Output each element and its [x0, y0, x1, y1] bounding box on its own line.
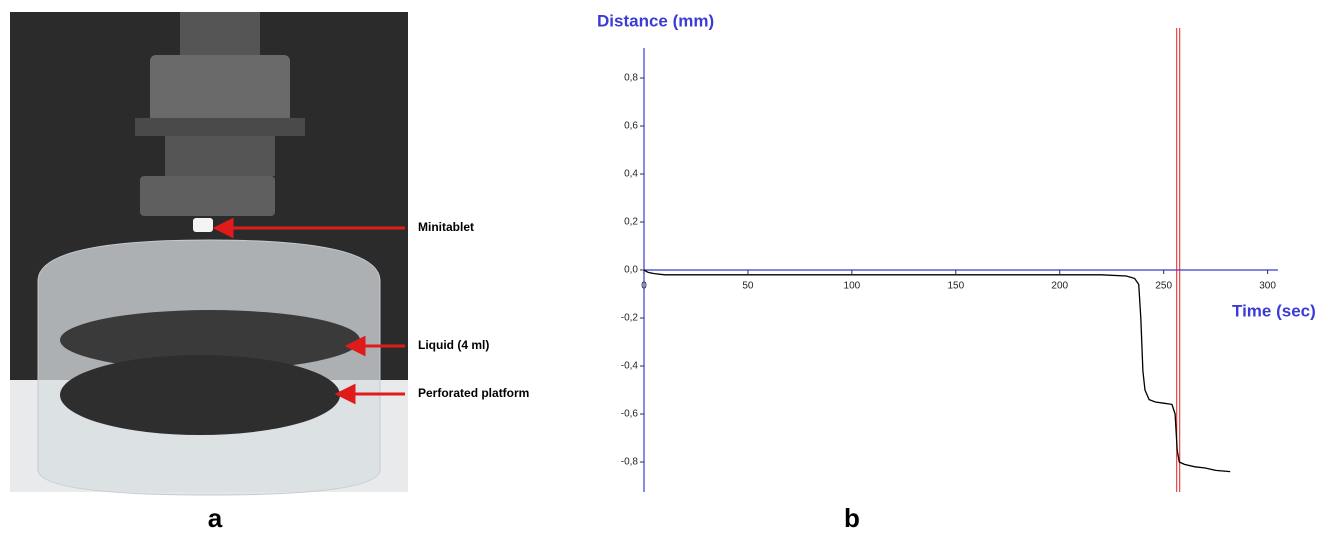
probe-head: [140, 176, 275, 216]
y-tick-label: 0,2: [624, 217, 638, 228]
probe-ring: [135, 118, 305, 136]
x-tick-label: 250: [1155, 281, 1172, 292]
x-tick-label: 50: [742, 281, 754, 292]
annotation: Perforated platform: [418, 386, 529, 400]
panel-label: a: [208, 503, 223, 533]
y-tick-label: -0,2: [621, 313, 639, 324]
x-tick-label: 0: [641, 281, 647, 292]
probe-body: [150, 55, 290, 125]
probe-neck: [165, 136, 275, 176]
x-tick-label: 100: [844, 281, 861, 292]
minitablet: [193, 218, 213, 232]
y-axis-label: Distance (mm): [597, 11, 714, 30]
x-axis-label: Time (sec): [1232, 301, 1316, 320]
annotation: Liquid (4 ml): [418, 338, 489, 352]
y-tick-label: -0,8: [621, 457, 639, 468]
figure: Minitablet Liquid (4 ml) Perforated plat…: [0, 0, 1328, 534]
photo: Minitablet Liquid (4 ml) Perforated plat…: [10, 12, 529, 495]
annotation: Minitablet: [418, 220, 474, 234]
y-tick-label: -0,6: [621, 409, 639, 420]
x-tick-label: 200: [1051, 281, 1068, 292]
data-line: [644, 270, 1230, 472]
x-tick-label: 300: [1259, 281, 1276, 292]
x-tick-label: 150: [947, 281, 964, 292]
probe-shaft: [180, 12, 260, 57]
y-tick-label: -0,4: [621, 361, 639, 372]
y-tick-label: 0,4: [624, 169, 638, 180]
platform: [60, 355, 340, 435]
panel-label: b: [844, 503, 860, 533]
y-tick-label: 0,6: [624, 121, 638, 132]
y-tick-label: 0,0: [624, 265, 638, 276]
y-tick-label: 0,8: [624, 73, 638, 84]
